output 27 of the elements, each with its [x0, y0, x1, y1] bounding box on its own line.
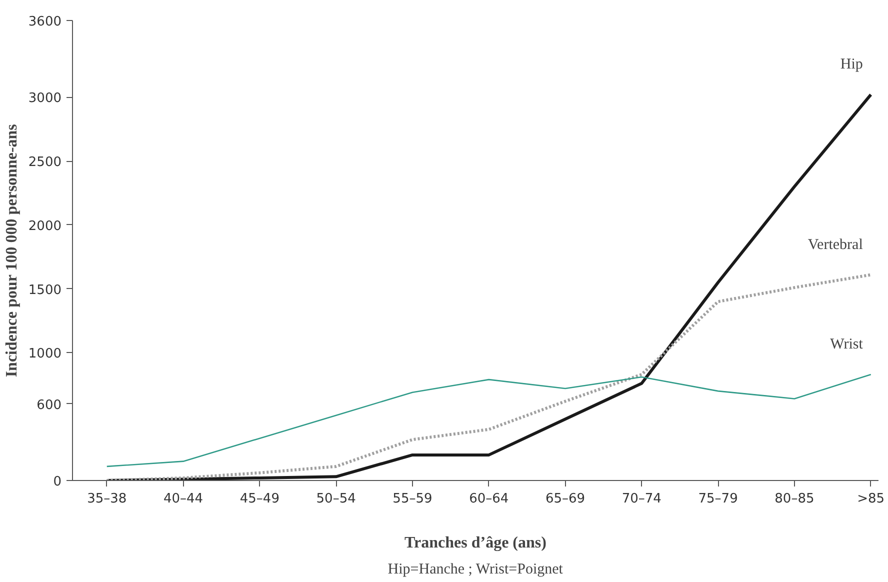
line-series: [106, 374, 872, 468]
x-tick-label: 70–74: [622, 492, 662, 506]
x-tick-label: 45–49: [240, 492, 280, 506]
y-tick-label: 0: [53, 474, 62, 490]
x-tick-label: 65–69: [545, 492, 586, 506]
x-tick-label: 60–64: [469, 492, 509, 506]
series-label: Vertebral: [808, 236, 863, 253]
y-tick-label: 3000: [28, 91, 62, 106]
series-label: Wrist: [830, 336, 864, 352]
y-tick-label: 600: [36, 398, 62, 413]
x-tick-label: >85: [857, 492, 885, 506]
x-tick-label: 80–85: [774, 492, 814, 506]
y-tick-label: 3600: [28, 14, 62, 30]
y-tick-label: 1000: [28, 346, 62, 362]
x-tick-label: 55–59: [392, 492, 432, 506]
y-tick-label: 2500: [28, 155, 62, 170]
x-axis-title: Tranches d’âge (ans): [404, 534, 546, 552]
x-tick-label: 50–54: [316, 492, 356, 506]
line-series: [105, 273, 872, 480]
y-tick-label: 2000: [28, 218, 62, 234]
x-tick-label: 75–79: [698, 492, 738, 506]
series-label: Hip: [840, 56, 863, 73]
x-tick-label: 40–44: [163, 492, 204, 506]
y-tick-label: 1500: [28, 282, 62, 298]
text: Hip=Hanche ; Wrist=Poignet: [388, 562, 564, 578]
y-axis-title: Incidence pour 100 000 personne-ans: [3, 124, 20, 378]
x-tick-label: 35–38: [87, 492, 127, 506]
